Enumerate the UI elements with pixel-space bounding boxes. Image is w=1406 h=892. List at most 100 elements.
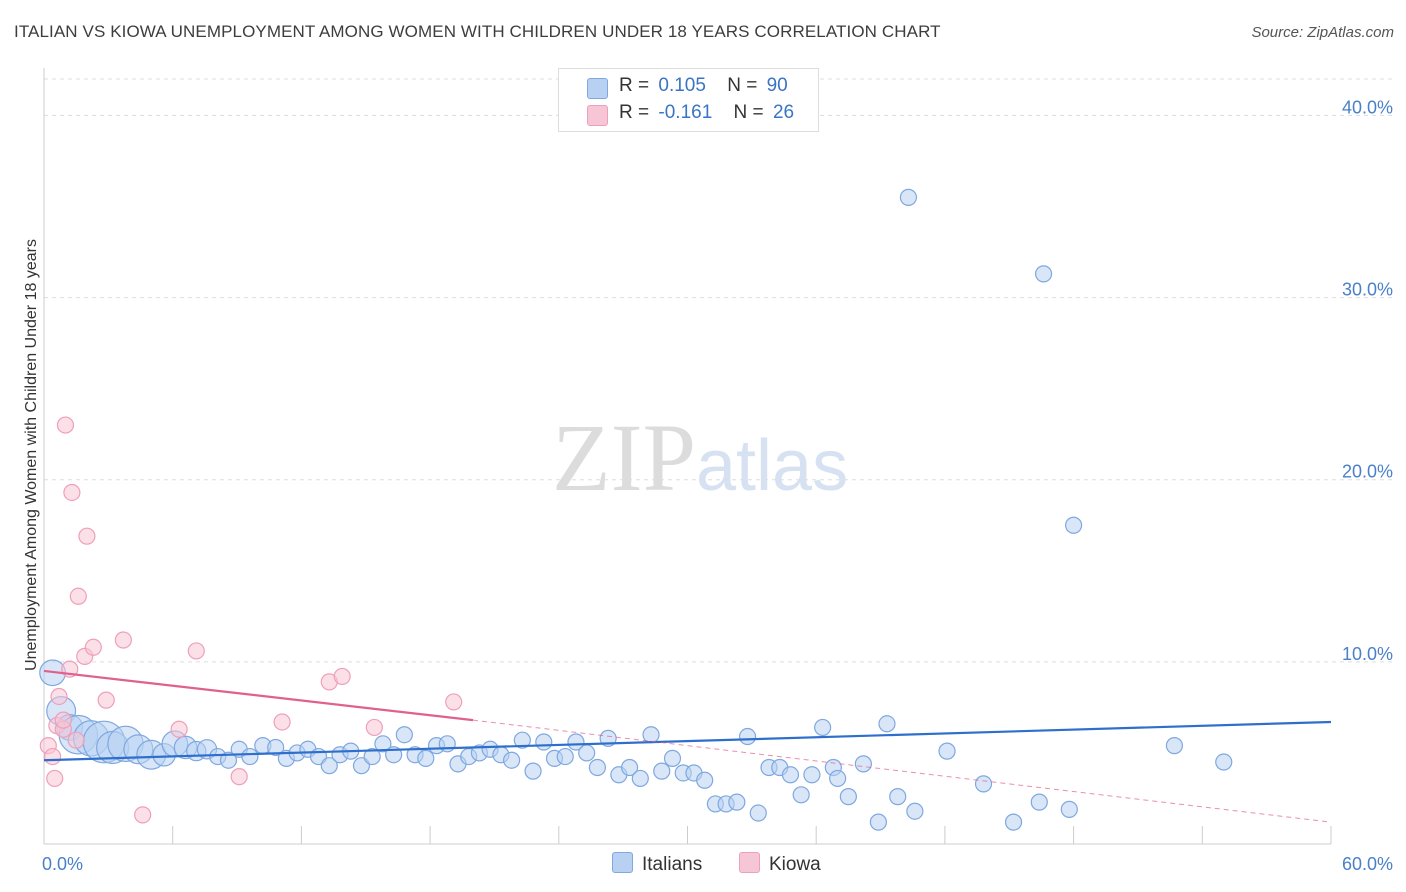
italians-point: [524, 762, 542, 780]
source-label: Source: ZipAtlas.com: [1251, 24, 1394, 41]
italians-point: [363, 747, 381, 766]
legend-n-label: N =: [733, 102, 764, 123]
italians-point: [241, 747, 259, 766]
kiowa-point: [170, 720, 188, 738]
y-tick-label: 20.0%: [1342, 462, 1393, 482]
y-tick-label: 40.0%: [1342, 97, 1393, 117]
italians-point: [814, 718, 832, 737]
italians-point: [535, 733, 553, 751]
legend: R = 0.105 N = 90 R = -0.161 N = 26: [558, 68, 819, 132]
kiowa-point: [114, 631, 132, 649]
kiowa-trend-extension: [472, 719, 1332, 823]
bottom-legend-swatch-italians: [612, 852, 633, 873]
italians-point: [219, 751, 238, 769]
legend-r-label: R =: [619, 75, 650, 96]
italians-point: [578, 744, 596, 762]
kiowa-point: [43, 747, 62, 766]
italians-point: [869, 813, 888, 831]
kiowa-trend-line: [43, 669, 474, 722]
bottom-legend-label-italians: Italians: [642, 854, 703, 875]
kiowa-points: [39, 416, 463, 824]
italians-point: [267, 738, 285, 757]
italians-point: [749, 804, 767, 822]
kiowa-point: [134, 806, 152, 824]
italians-point: [974, 775, 993, 793]
italians-point: [839, 788, 857, 806]
italians-point: [1215, 753, 1233, 771]
italians-point: [503, 751, 521, 769]
legend-italians-n: 90: [766, 75, 788, 96]
italians-point: [567, 733, 585, 751]
chart-title: ITALIAN VS KIOWA UNEMPLOYMENT AMONG WOME…: [14, 22, 941, 41]
kiowa-point: [445, 693, 463, 711]
kiowa-point: [50, 687, 68, 706]
italians-point: [588, 758, 607, 777]
italians-point: [417, 749, 435, 767]
italians-point: [696, 771, 714, 789]
legend-kiowa-n: 26: [772, 102, 795, 123]
kiowa-point: [63, 483, 81, 502]
italians-point: [1030, 793, 1048, 811]
italians-point: [803, 766, 821, 784]
italians-point: [1165, 737, 1184, 755]
kiowa-point: [273, 713, 291, 731]
italians-point: [738, 727, 757, 746]
legend-n-label: N =: [727, 75, 758, 96]
watermark-atlas: atlas: [696, 426, 849, 506]
legend-kiowa-r: -0.161: [658, 102, 713, 123]
watermark: ZIPatlas: [552, 402, 848, 513]
x-tick-label: 60.0%: [1342, 854, 1393, 874]
kiowa-point: [84, 638, 102, 656]
italians-point: [1034, 265, 1053, 283]
x-tick-label: 0.0%: [42, 854, 83, 874]
italians-trend-line: [43, 720, 1332, 762]
italians-point: [631, 769, 649, 788]
kiowa-point: [54, 711, 72, 729]
italians-point: [320, 757, 338, 775]
italians-point: [829, 769, 847, 788]
italians-point: [938, 742, 956, 760]
italians-point: [728, 793, 746, 811]
bottom-legend-label-kiowa: Kiowa: [769, 854, 821, 875]
italians-point: [1004, 813, 1023, 831]
italians-point: [878, 715, 896, 733]
italians-point: [513, 731, 531, 749]
italians-point: [556, 747, 574, 766]
bottom-legend-kiowa: Kiowa: [739, 852, 821, 876]
axes: [43, 68, 1332, 845]
grid-lines: [44, 78, 1392, 663]
kiowa-point: [333, 667, 351, 686]
italians-point: [854, 755, 872, 773]
italians-point: [663, 749, 682, 767]
watermark-zip: ZIP: [552, 404, 696, 511]
italians-point: [374, 735, 392, 753]
italians-point: [620, 758, 639, 777]
y-tick-label: 10.0%: [1342, 644, 1393, 664]
legend-r-label: R =: [619, 102, 650, 123]
italians-point: [899, 188, 918, 206]
kiowa-point: [69, 587, 87, 605]
italians-point: [1060, 800, 1078, 818]
tick-labels: 10.0% 20.0% 30.0% 40.0% 0.0% 60.0%: [42, 97, 1393, 874]
kiowa-point: [187, 642, 205, 660]
legend-swatch-italians: [587, 78, 608, 99]
italians-point: [653, 762, 671, 780]
trend-lines: [43, 669, 1332, 823]
italians-point: [906, 802, 924, 820]
kiowa-point: [97, 691, 115, 709]
kiowa-point: [56, 416, 75, 434]
kiowa-point: [365, 718, 383, 737]
bottom-legend-italians: Italians: [612, 852, 702, 876]
italians-point: [889, 788, 907, 806]
italians-point: [395, 726, 413, 744]
italians-point: [1064, 516, 1083, 534]
italians-points: [39, 188, 1233, 831]
legend-swatch-kiowa: [587, 105, 608, 126]
legend-italians-r: 0.105: [658, 75, 706, 96]
kiowa-point: [78, 527, 96, 545]
kiowa-point: [46, 769, 64, 788]
kiowa-point: [230, 768, 248, 786]
bottom-legend-swatch-kiowa: [739, 852, 760, 873]
y-tick-label: 30.0%: [1342, 280, 1393, 300]
